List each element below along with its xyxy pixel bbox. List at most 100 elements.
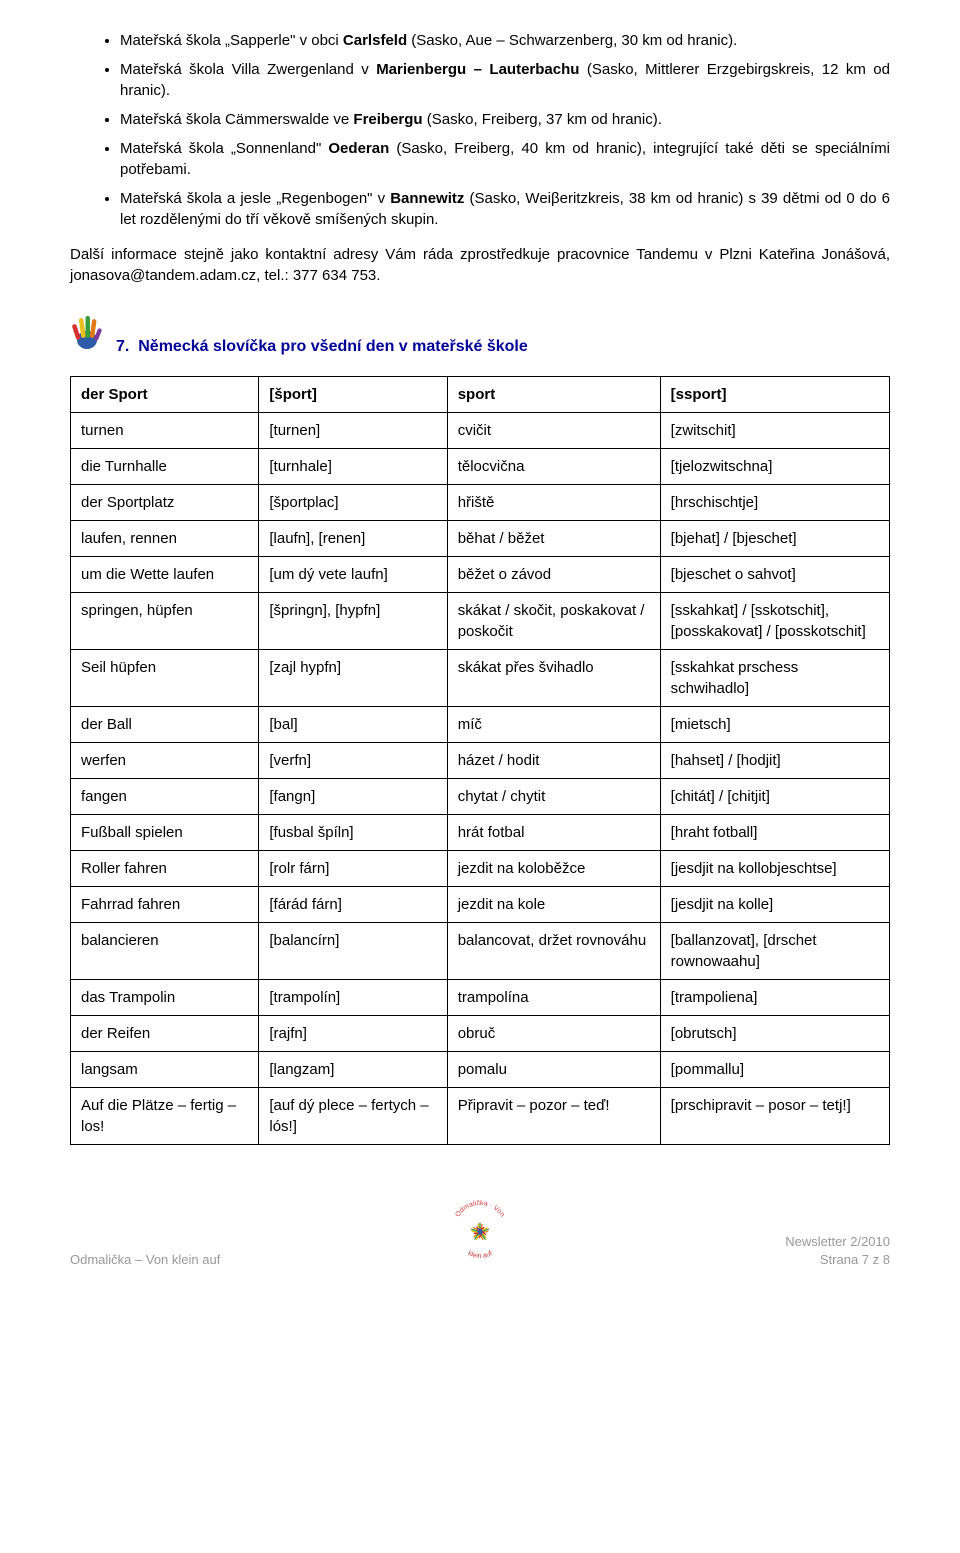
table-cell: [fangn] (259, 779, 447, 815)
table-cell: [zwitschit] (660, 413, 889, 449)
table-cell: jezdit na koloběžce (447, 851, 660, 887)
table-cell: das Trampolin (71, 980, 259, 1016)
table-row: der Ball[bal]míč[mietsch] (71, 707, 890, 743)
table-cell: fangen (71, 779, 259, 815)
table-cell: [hrschischtje] (660, 485, 889, 521)
table-cell: [rajfn] (259, 1016, 447, 1052)
table-cell: [laufn], [renen] (259, 521, 447, 557)
table-cell: der Ball (71, 707, 259, 743)
table-cell: chytat / chytit (447, 779, 660, 815)
table-cell: běžet o závod (447, 557, 660, 593)
footer-logo: Odmalička · Von klein auf (445, 1195, 515, 1269)
svg-text:Odmalička · Von: Odmalička · Von (454, 1200, 505, 1219)
table-row: Seil hüpfen[zajl hypfn]skákat přes šviha… (71, 650, 890, 707)
table-cell: [turnhale] (259, 449, 447, 485)
table-cell: míč (447, 707, 660, 743)
table-cell: Roller fahren (71, 851, 259, 887)
table-row: laufen, rennen[laufn], [renen]běhat / bě… (71, 521, 890, 557)
table-cell: [obrutsch] (660, 1016, 889, 1052)
table-cell: [sskahkat] / [sskotschit], [posskakovat]… (660, 593, 889, 650)
table-cell: [bal] (259, 707, 447, 743)
section-title: 7. Německá slovíčka pro všední den v mat… (116, 336, 528, 358)
table-cell: skákat přes švihadlo (447, 650, 660, 707)
table-row: Fahrrad fahren[fárád fárn]jezdit na kole… (71, 887, 890, 923)
table-cell: [jesdjit na kolle] (660, 887, 889, 923)
table-row: langsam[langzam]pomalu[pommallu] (71, 1052, 890, 1088)
table-cell: [špringn], [hypfn] (259, 593, 447, 650)
svg-text:klein auf: klein auf (467, 1250, 494, 1260)
table-row: um die Wette laufen[um dý vete laufn]běž… (71, 557, 890, 593)
table-cell: balancovat, držet rovnováhu (447, 923, 660, 980)
page-footer: Odmalička – Von klein auf Odmalička · Vo… (70, 1195, 890, 1269)
table-cell: [fusbal špíln] (259, 815, 447, 851)
table-header-cell: [šport] (259, 377, 447, 413)
table-cell: die Turnhalle (71, 449, 259, 485)
bullet-item: Mateřská škola „Sapperle" v obci Carlsfe… (120, 30, 890, 51)
table-row: Roller fahren[rolr fárn]jezdit na kolobě… (71, 851, 890, 887)
table-row: balancieren[balancírn]balancovat, držet … (71, 923, 890, 980)
table-cell: [hahset] / [hodjit] (660, 743, 889, 779)
table-cell: běhat / běžet (447, 521, 660, 557)
table-cell: cvičit (447, 413, 660, 449)
table-cell: [bjehat] / [bjeschet] (660, 521, 889, 557)
table-cell: tělocvična (447, 449, 660, 485)
school-list: Mateřská škola „Sapperle" v obci Carlsfe… (70, 30, 890, 230)
table-row: der Sportplatz[športplac]hřiště[hrschisc… (71, 485, 890, 521)
table-header-cell: der Sport (71, 377, 259, 413)
bullet-item: Mateřská škola „Sonnenland" Oederan (Sas… (120, 138, 890, 180)
table-cell: [langzam] (259, 1052, 447, 1088)
table-cell: [bjeschet o sahvot] (660, 557, 889, 593)
table-cell: trampolína (447, 980, 660, 1016)
table-cell: [verfn] (259, 743, 447, 779)
table-cell: [jesdjit na kollobjeschtse] (660, 851, 889, 887)
table-cell: [sskahkat prschess schwihadlo] (660, 650, 889, 707)
table-cell: Seil hüpfen (71, 650, 259, 707)
table-cell: [pommallu] (660, 1052, 889, 1088)
bullet-item: Mateřská škola Villa Zwergenland v Marie… (120, 59, 890, 101)
table-cell: springen, hüpfen (71, 593, 259, 650)
table-cell: [balancírn] (259, 923, 447, 980)
table-row: turnen[turnen]cvičit[zwitschit] (71, 413, 890, 449)
table-header-cell: sport (447, 377, 660, 413)
contact-paragraph: Další informace stejně jako kontaktní ad… (70, 244, 890, 286)
bullet-item: Mateřská škola Cämmerswalde ve Freibergu… (120, 109, 890, 130)
table-cell: balancieren (71, 923, 259, 980)
table-cell: Připravit – pozor – teď! (447, 1088, 660, 1145)
table-cell: hřiště (447, 485, 660, 521)
table-row: springen, hüpfen[špringn], [hypfn]skákat… (71, 593, 890, 650)
table-cell: [zajl hypfn] (259, 650, 447, 707)
table-cell: turnen (71, 413, 259, 449)
table-row: der Reifen[rajfn]obruč[obrutsch] (71, 1016, 890, 1052)
table-cell: [ballanzovat], [drschet rownowaahu] (660, 923, 889, 980)
section-header: 7. Německá slovíčka pro všední den v mat… (70, 312, 890, 358)
table-cell: um die Wette laufen (71, 557, 259, 593)
table-cell: der Reifen (71, 1016, 259, 1052)
table-cell: pomalu (447, 1052, 660, 1088)
table-cell: [tjelozwitschna] (660, 449, 889, 485)
hand-icon (70, 312, 104, 358)
bullet-item: Mateřská škola a jesle „Regenbogen" v Ba… (120, 188, 890, 230)
table-row: werfen[verfn]házet / hodit[hahset] / [ho… (71, 743, 890, 779)
table-cell: langsam (71, 1052, 259, 1088)
table-row: das Trampolin[trampolín]trampolína[tramp… (71, 980, 890, 1016)
table-cell: obruč (447, 1016, 660, 1052)
table-cell: [trampolín] (259, 980, 447, 1016)
footer-left: Odmalička – Von klein auf (70, 1251, 270, 1269)
table-cell: jezdit na kole (447, 887, 660, 923)
table-header-cell: [ssport] (660, 377, 889, 413)
table-cell: [auf dý plece – fertych – lós!] (259, 1088, 447, 1145)
table-cell: [hraht fotball] (660, 815, 889, 851)
table-body: turnen[turnen]cvičit[zwitschit]die Turnh… (71, 413, 890, 1145)
table-cell: [mietsch] (660, 707, 889, 743)
table-cell: [chitát] / [chitjit] (660, 779, 889, 815)
table-cell: házet / hodit (447, 743, 660, 779)
table-cell: [športplac] (259, 485, 447, 521)
table-cell: hrát fotbal (447, 815, 660, 851)
footer-right: Newsletter 2/2010 Strana 7 z 8 (690, 1233, 890, 1269)
table-row: Fußball spielen[fusbal špíln]hrát fotbal… (71, 815, 890, 851)
table-cell: Fußball spielen (71, 815, 259, 851)
table-header-row: der Sport[šport]sport[ssport] (71, 377, 890, 413)
table-cell: Fahrrad fahren (71, 887, 259, 923)
table-cell: [prschipravit – posor – tetj!] (660, 1088, 889, 1145)
table-row: fangen[fangn]chytat / chytit[chitát] / [… (71, 779, 890, 815)
